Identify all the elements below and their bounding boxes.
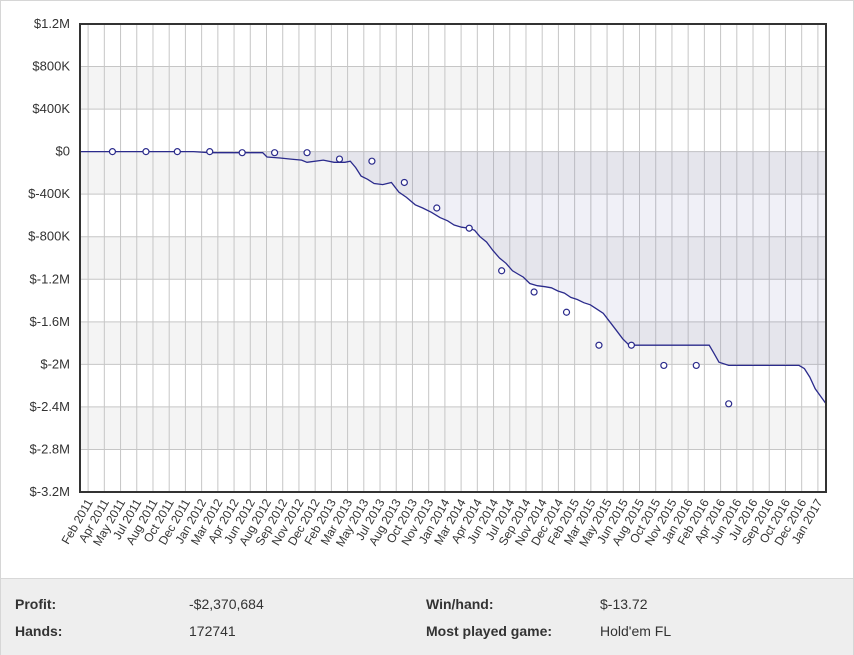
- y-tick-label: $-3.2M: [30, 484, 70, 499]
- series-area: [80, 151, 826, 404]
- data-point-marker: [303, 149, 311, 157]
- plot-band: [80, 236, 826, 280]
- data-point-marker: [530, 288, 538, 296]
- series-line: [80, 150, 827, 405]
- data-point-marker: [433, 204, 441, 212]
- data-point-marker: [498, 267, 506, 275]
- data-point-marker: [271, 149, 279, 157]
- data-point-marker: [562, 308, 571, 316]
- data-point-marker: [692, 361, 700, 370]
- plot-band: [80, 109, 826, 152]
- y-tick-label: $-2M: [40, 356, 70, 371]
- data-point-marker: [368, 157, 376, 165]
- data-point-marker: [595, 341, 603, 349]
- data-point-marker: [465, 224, 473, 232]
- y-tick-label: $400K: [32, 101, 70, 116]
- most-played-game-label: Most played game:: [426, 623, 553, 639]
- y-tick-label: $1.2M: [34, 16, 70, 31]
- data-point-marker: [627, 341, 635, 349]
- data-point-marker: [725, 400, 733, 408]
- y-tick-label: $-400K: [28, 186, 70, 201]
- data-point-marker: [206, 148, 214, 156]
- data-point-marker: [238, 149, 246, 157]
- y-tick-label: $-2.8M: [30, 441, 70, 456]
- data-point-marker: [173, 148, 181, 156]
- profit-value: -$2,370,684: [189, 596, 264, 612]
- y-axis-ticks: $1.2M $800K $400K $0 $-400K $-800K $-1.2M $-1.6…: [28, 16, 70, 499]
- y-tick-label: $800K: [32, 59, 70, 74]
- plot-band: [80, 321, 826, 365]
- stats-panel: Profit: -$2,370,684 Hands: 172741 Win/ha…: [1, 578, 853, 655]
- data-point-marker: [142, 148, 150, 156]
- y-tick-label: $-800K: [28, 229, 70, 244]
- y-tick-label: $0: [56, 144, 70, 159]
- series-profit: [80, 148, 827, 408]
- hands-value: 172741: [189, 623, 236, 639]
- plot-background: [80, 24, 826, 492]
- data-point-marker: [335, 155, 344, 163]
- profit-line-chart: $1.2M $800K $400K $0 $-400K $-800K $-1.2M $-1.6…: [28, 16, 827, 549]
- plot-band: [80, 66, 826, 110]
- plot-border: [79, 23, 827, 493]
- data-point-marker: [400, 178, 408, 187]
- profit-label: Profit:: [15, 596, 57, 612]
- plot-band: [80, 406, 826, 450]
- plot-band: [80, 364, 826, 407]
- most-played-game-value: Hold'em FL: [600, 623, 672, 639]
- y-tick-label: $-1.2M: [30, 271, 70, 286]
- data-point-marker: [660, 361, 668, 370]
- y-tick-label: $-2.4M: [30, 399, 70, 414]
- plot-band: [80, 279, 826, 322]
- plot-band: [80, 24, 826, 67]
- plot-band: [80, 449, 826, 492]
- plot-band: [80, 151, 826, 195]
- y-tick-label: $-1.6M: [30, 314, 70, 329]
- win-per-hand-label: Win/hand:: [426, 596, 494, 612]
- win-per-hand-value: $-13.72: [600, 596, 648, 612]
- plot-band: [80, 194, 826, 237]
- data-point-marker: [108, 148, 117, 156]
- hands-label: Hands:: [15, 623, 63, 639]
